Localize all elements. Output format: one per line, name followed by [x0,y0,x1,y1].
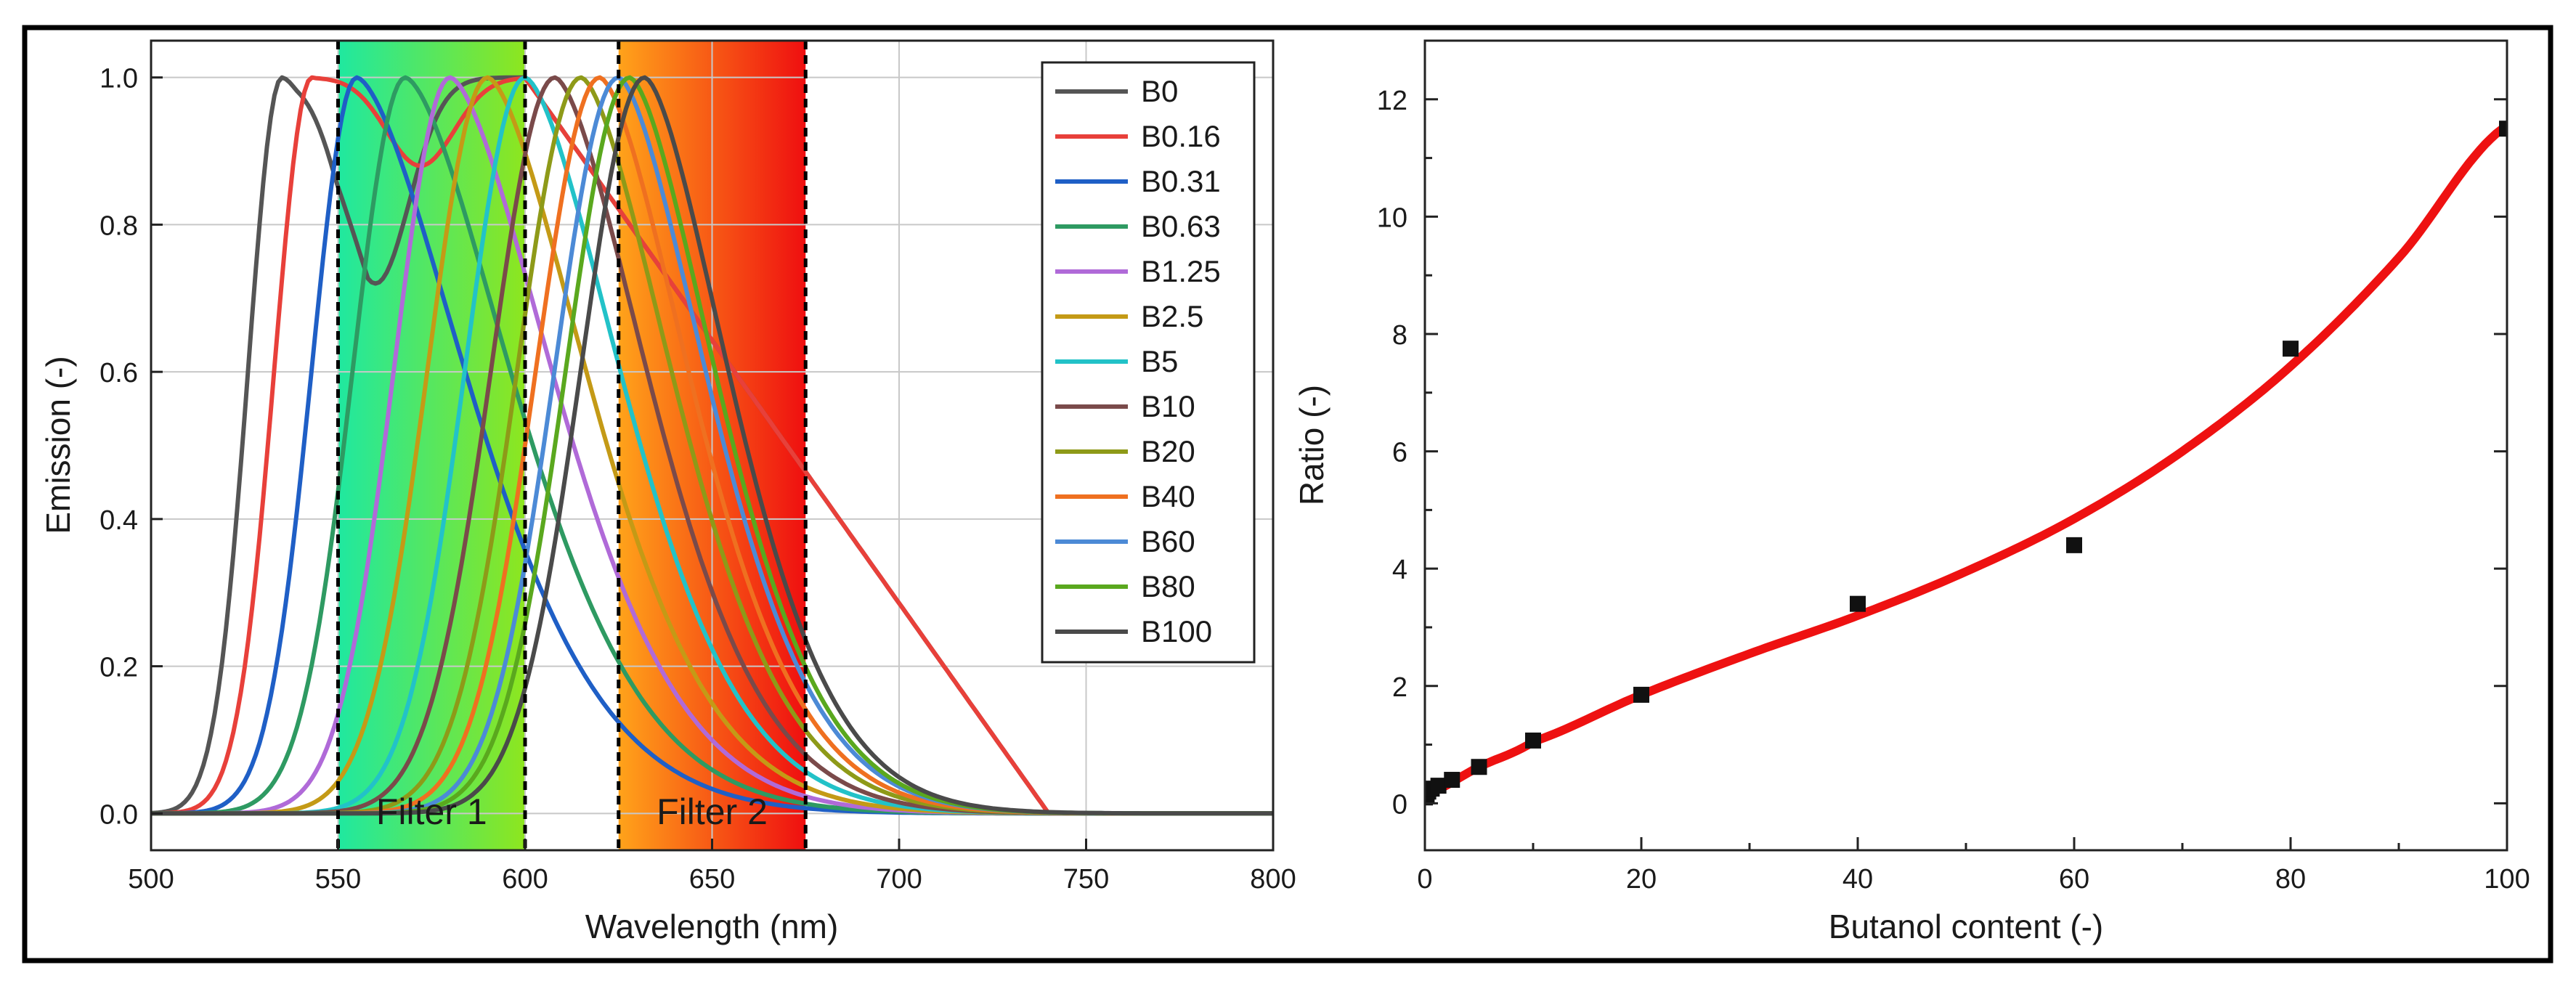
right-y-tick-label: 2 [1392,672,1407,703]
left-x-tick-label: 500 [128,864,174,895]
legend-label: B2.5 [1141,299,1203,333]
data-point [1633,686,1649,703]
left-x-tick-label: 700 [876,864,922,895]
emission-spectra-chart: 500 550 600 650 700 750 8000.00.20.40.60.81.0 … [39,39,1296,945]
left-y-tick-label: 0.8 [99,211,138,241]
right-y-tick-label: 10 [1377,203,1407,233]
left-x-tick-label: 800 [1250,864,1296,895]
legend-label: B80 [1141,569,1195,603]
left-y-tick-label: 0.0 [99,799,138,830]
filter-band-1-label: Filter 1 [376,791,487,832]
legend-label: B0.31 [1141,164,1221,198]
right-y-tick-label: 8 [1392,320,1407,351]
left-y-tick-label: 1.0 [99,64,138,94]
data-point [1444,772,1460,789]
ratio-points [1425,121,2507,806]
left-x-tick-label: 650 [689,864,735,895]
left-x-axis-label: Wavelength (nm) [585,908,839,945]
right-x-axis-label: Butanol content (-) [1829,908,2103,945]
legend-label: B0.16 [1141,119,1221,153]
left-axis-ticks: 500 550 600 650 700 750 800 0.0 0.2 0.4 0.6 0.8 1.0 [99,64,1296,895]
left-x-tick-label: 550 [315,864,361,895]
data-point [1525,732,1541,749]
data-point [1850,595,1866,612]
data-point [1471,759,1487,775]
right-y-axis-label: Ratio (-) [1293,385,1330,505]
legend-label: B100 [1141,614,1212,648]
legend-label: B0 [1141,74,1178,108]
filter-band-2-label: Filter 2 [657,791,768,832]
legend-label: B10 [1141,389,1195,423]
right-x-tick-label: 0 [1417,864,1432,895]
left-y-tick-label: 0.6 [99,358,138,388]
ratio-chart: 0 20 40 60 80 100 0 2 4 6 8 10 12 Butanol content (-… [1293,39,2530,945]
data-point [2283,341,2299,357]
right-y-tick-label: 0 [1392,789,1407,820]
legend-label: B0.63 [1141,209,1221,243]
right-y-tick-label: 4 [1392,555,1407,585]
right-x-tick-label: 100 [2484,864,2530,895]
legend-label: B60 [1141,524,1195,558]
right-x-tick-label: 80 [2275,864,2306,895]
right-y-tick-label: 12 [1377,86,1407,116]
left-y-axis-label: Emission (-) [39,356,77,534]
left-x-tick-label: 600 [502,864,548,895]
legend: B0 B0.16 B0.31 B0.63 B1.25 B2.5 B5 B10 B20 B40 B60… [1041,61,1256,664]
left-y-tick-label: 0.2 [99,653,138,683]
right-y-tick-label: 6 [1392,438,1407,468]
legend-label: B1.25 [1141,254,1221,288]
fit-line [1425,121,2507,799]
left-y-tick-label: 0.4 [99,505,138,536]
data-point [2066,537,2082,553]
left-x-tick-label: 750 [1063,864,1109,895]
legend-label: B40 [1141,479,1195,513]
legend-label: B5 [1141,344,1178,378]
right-x-tick-label: 40 [1842,864,1873,895]
filter-band-labels: Filter 1 Filter 2 [376,791,768,832]
data-point [1430,778,1447,794]
right-x-tick-label: 60 [2059,864,2089,895]
fit-curve [1425,121,2507,799]
filter-band-edges [336,41,808,850]
legend-label: B20 [1141,434,1195,468]
data-point [2499,121,2507,137]
right-x-tick-label: 20 [1626,864,1657,895]
right-axis-ticks: 0 20 40 60 80 100 0 2 4 6 8 10 12 [1377,86,2530,895]
